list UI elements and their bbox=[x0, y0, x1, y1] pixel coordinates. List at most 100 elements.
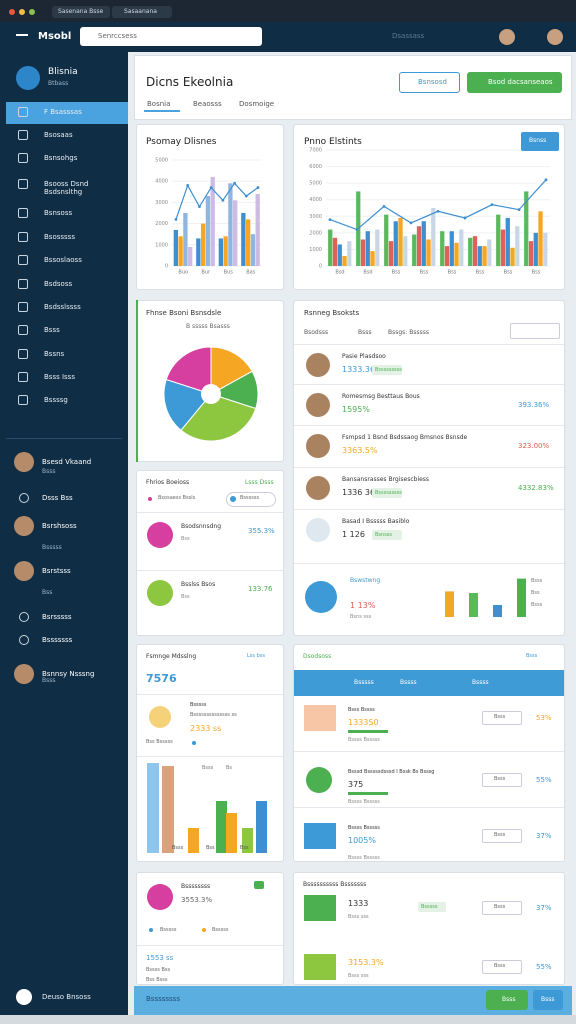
filter[interactable]: Bsss bbox=[358, 329, 372, 336]
x-tick-label: Bas bbox=[246, 270, 255, 276]
person-name[interactable]: Bsnnsy Nsssng bbox=[42, 670, 95, 678]
tag-label: Bsssssssss bbox=[375, 490, 402, 496]
search-placeholder[interactable]: Senrccsess bbox=[98, 32, 137, 40]
nav-item[interactable]: Bssns bbox=[44, 350, 65, 358]
nav-item[interactable]: F Bsasssas bbox=[44, 108, 82, 116]
bar bbox=[426, 239, 431, 266]
button[interactable] bbox=[467, 72, 562, 93]
person-name[interactable]: Bsrstsss bbox=[42, 567, 71, 575]
bar bbox=[524, 191, 529, 266]
nav-item[interactable]: Bsooss Dsnd Bsdsnslthg bbox=[44, 180, 89, 196]
icon bbox=[304, 954, 336, 980]
button-label[interactable]: Bsnss bbox=[529, 137, 547, 144]
button-label[interactable]: Bsss bbox=[494, 714, 506, 720]
nav-item[interactable]: Bsnsohgs bbox=[44, 154, 78, 162]
bar bbox=[444, 246, 450, 266]
person-name[interactable]: Bsrshsoss bbox=[42, 522, 77, 530]
tag bbox=[418, 902, 446, 912]
page-tab[interactable]: Bosnia bbox=[147, 100, 171, 108]
tab[interactable] bbox=[112, 6, 172, 18]
bar bbox=[256, 801, 267, 853]
person-name[interactable]: Bsesd Vkaand bbox=[42, 458, 92, 466]
button-label[interactable]: Bsss bbox=[494, 904, 506, 910]
search-box[interactable] bbox=[80, 27, 262, 46]
button[interactable] bbox=[482, 711, 522, 725]
tab-title[interactable]: Sasaanana bbox=[124, 8, 157, 15]
person-name[interactable]: Bsssssss bbox=[42, 636, 73, 644]
dropdown[interactable] bbox=[510, 323, 560, 339]
bar bbox=[360, 239, 366, 266]
chip: Bsssss bbox=[160, 927, 177, 933]
nav-item[interactable]: Bssssg bbox=[44, 396, 68, 404]
y-tick-label: 1000 bbox=[155, 242, 168, 248]
y-tick-label: 2000 bbox=[309, 230, 322, 236]
page-tab[interactable]: Beaosss bbox=[193, 100, 222, 108]
tag-label: Bsnsss bbox=[375, 532, 393, 538]
button-label[interactable]: Bsss bbox=[494, 776, 506, 782]
nav-item[interactable]: Bsosssss bbox=[44, 233, 75, 241]
row-name: Bansansrasses Brgisescbiess bbox=[342, 476, 430, 483]
button-label[interactable]: Bsod dacsanseaos bbox=[488, 78, 553, 86]
link[interactable]: Lsss Dsss bbox=[245, 479, 274, 486]
card-title: Fhrios Boeioss bbox=[146, 479, 190, 486]
button[interactable] bbox=[521, 132, 559, 151]
x-tick-label: Bss bbox=[420, 270, 429, 276]
nav-item[interactable]: Bsdsslssss bbox=[44, 303, 81, 311]
filter[interactable]: Bssgs: Bsssss bbox=[388, 329, 429, 336]
link[interactable]: Bsss bbox=[526, 653, 538, 659]
row-sub: Bss Bsss bbox=[146, 977, 168, 983]
bar bbox=[328, 229, 333, 266]
back-icon[interactable] bbox=[16, 34, 28, 36]
button-label[interactable]: Bsss bbox=[541, 996, 555, 1003]
x-tick-label: Bus bbox=[224, 270, 234, 276]
nav-item[interactable]: Bsss bbox=[44, 326, 60, 334]
nav-item[interactable]: Bsnsoss bbox=[44, 209, 73, 217]
sidebar-footer[interactable]: Deuso Bnsoss bbox=[42, 993, 91, 1001]
link[interactable]: Lss bss bbox=[247, 653, 265, 659]
row-value: 1333.36 bbox=[342, 365, 376, 374]
tab-title[interactable]: Sasenana Bsse bbox=[58, 8, 104, 15]
person-name[interactable]: Bsrsssss bbox=[42, 613, 72, 621]
row-value: 1553 ss bbox=[146, 954, 174, 962]
button[interactable] bbox=[399, 72, 460, 93]
button[interactable] bbox=[482, 901, 522, 915]
button[interactable] bbox=[482, 829, 522, 843]
bar bbox=[393, 221, 398, 266]
button[interactable] bbox=[482, 773, 522, 787]
nav-item[interactable]: Bsdsoss bbox=[44, 280, 73, 288]
bar bbox=[245, 219, 251, 266]
avatar bbox=[306, 518, 330, 542]
row-name: Romesmsg Besttaus Bous bbox=[342, 393, 420, 400]
button-label[interactable]: Bsnsosd bbox=[418, 78, 447, 86]
button-label[interactable]: Bsss bbox=[494, 963, 506, 969]
nav-item[interactable]: Bssoslaoss bbox=[44, 256, 82, 264]
button[interactable] bbox=[482, 960, 522, 974]
tag-label: Bsssssssss bbox=[375, 367, 402, 373]
button-label[interactable]: Bsss bbox=[502, 996, 516, 1003]
column-header: Bssss bbox=[472, 679, 489, 686]
y-tick-label: 5000 bbox=[309, 181, 322, 187]
nav-icon bbox=[18, 130, 28, 140]
card bbox=[136, 470, 284, 636]
bar bbox=[445, 591, 454, 617]
nav-icon bbox=[18, 395, 28, 405]
person-name[interactable]: Dsss Bss bbox=[42, 494, 73, 502]
button[interactable] bbox=[533, 990, 563, 1010]
line-point bbox=[256, 186, 260, 189]
divider bbox=[6, 438, 122, 439]
filter[interactable]: Bsodsss bbox=[304, 329, 329, 336]
column-header: Bssss bbox=[400, 679, 417, 686]
tab[interactable] bbox=[52, 6, 110, 18]
y-tick-label: 7000 bbox=[309, 148, 322, 154]
row-name: Bssss Bsssss bbox=[348, 825, 380, 831]
row-divider bbox=[294, 509, 564, 510]
bar bbox=[487, 239, 492, 266]
button-label[interactable]: Bsss bbox=[494, 832, 506, 838]
page-tab[interactable]: Dosmoige bbox=[239, 100, 275, 108]
row-value: 1333 bbox=[348, 899, 369, 908]
nav-item[interactable]: Bsss Isss bbox=[44, 373, 75, 381]
nav-item[interactable]: Bsosaas bbox=[44, 131, 73, 139]
nav-icon bbox=[18, 302, 28, 312]
bar bbox=[183, 213, 188, 266]
button[interactable] bbox=[486, 990, 528, 1010]
